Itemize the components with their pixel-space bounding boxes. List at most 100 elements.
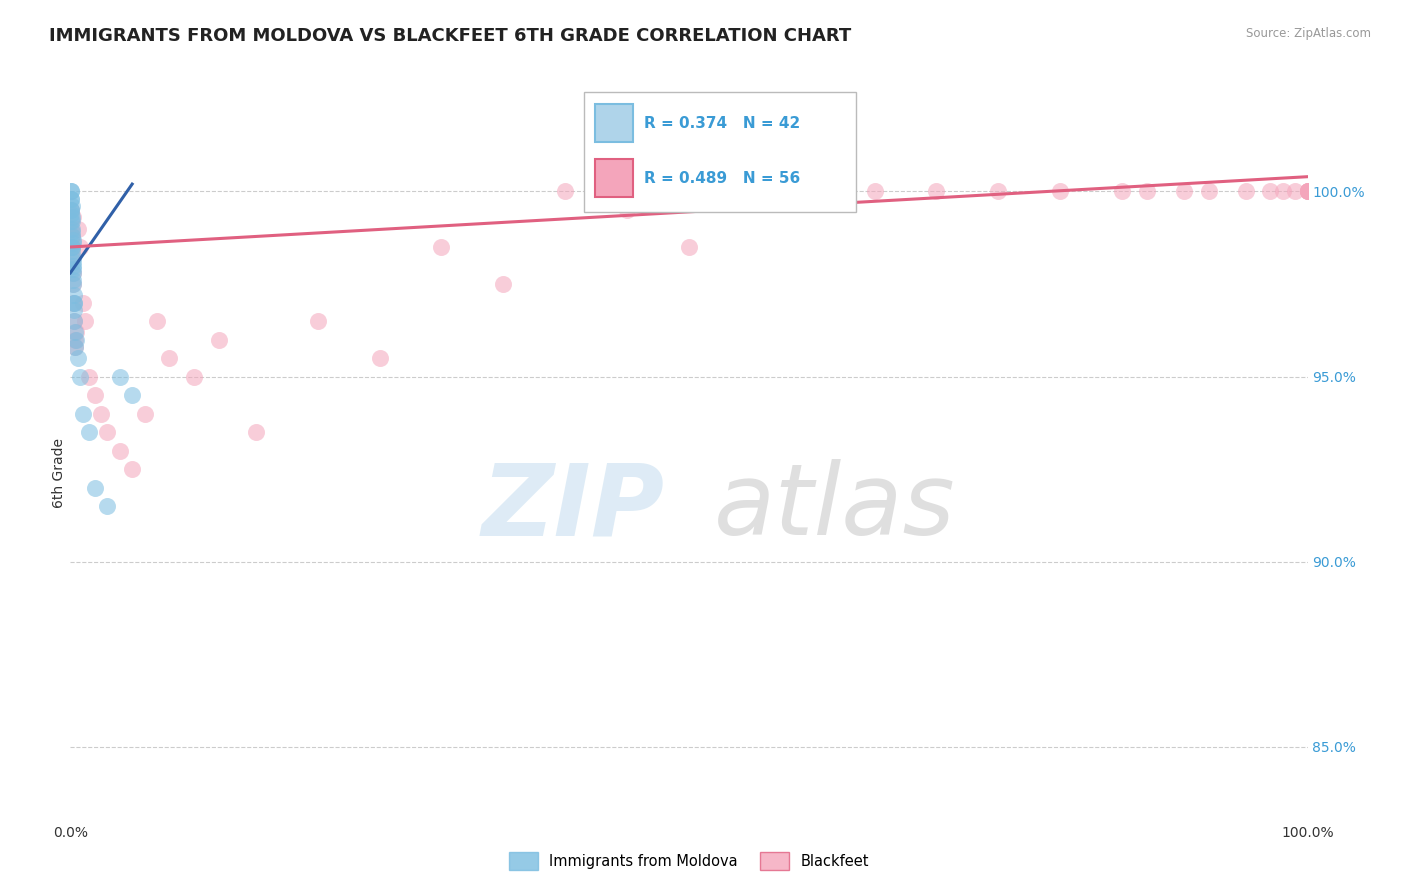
- Point: [62, 236, 84, 251]
- Point: [69, 240, 91, 254]
- Point: [84, 388, 107, 402]
- Point: [60, 251, 83, 265]
- Point: [62, 277, 84, 291]
- Point: [492, 277, 515, 291]
- Point: [59, 192, 82, 206]
- Point: [84, 481, 107, 495]
- Point: [60, 240, 83, 254]
- Point: [307, 314, 329, 328]
- Point: [72, 295, 94, 310]
- Point: [1296, 185, 1319, 199]
- Point: [60, 240, 83, 254]
- Point: [65, 333, 87, 347]
- Point: [69, 369, 91, 384]
- Point: [616, 202, 638, 217]
- Point: [863, 185, 886, 199]
- Point: [63, 314, 86, 328]
- Point: [121, 462, 143, 476]
- FancyBboxPatch shape: [595, 103, 633, 142]
- Text: Source: ZipAtlas.com: Source: ZipAtlas.com: [1246, 27, 1371, 40]
- Point: [62, 266, 84, 280]
- Point: [63, 325, 86, 339]
- Point: [63, 295, 86, 310]
- Point: [1296, 185, 1319, 199]
- Point: [66, 351, 89, 365]
- Point: [1296, 185, 1319, 199]
- Point: [108, 369, 131, 384]
- Point: [740, 185, 762, 199]
- Point: [75, 314, 97, 328]
- Point: [60, 240, 83, 254]
- Point: [77, 425, 100, 439]
- Point: [987, 185, 1010, 199]
- Point: [1296, 185, 1319, 199]
- Text: R = 0.374   N = 42: R = 0.374 N = 42: [644, 116, 800, 130]
- Point: [62, 211, 84, 225]
- Point: [60, 192, 83, 206]
- FancyBboxPatch shape: [583, 92, 856, 212]
- Point: [368, 351, 391, 365]
- Point: [60, 202, 83, 217]
- Point: [60, 211, 83, 225]
- Point: [62, 259, 84, 273]
- Point: [1260, 185, 1282, 199]
- Point: [60, 221, 83, 235]
- Point: [63, 314, 86, 328]
- Point: [96, 499, 118, 513]
- Point: [1136, 185, 1159, 199]
- Point: [1049, 185, 1071, 199]
- Text: R = 0.489   N = 56: R = 0.489 N = 56: [644, 170, 800, 186]
- Point: [62, 273, 84, 287]
- Point: [62, 233, 84, 247]
- Text: atlas: atlas: [714, 459, 955, 556]
- Point: [62, 295, 84, 310]
- Point: [59, 202, 82, 217]
- Point: [72, 407, 94, 421]
- Point: [1111, 185, 1133, 199]
- Point: [925, 185, 948, 199]
- Point: [678, 240, 700, 254]
- Point: [62, 262, 84, 277]
- Point: [65, 325, 87, 339]
- Point: [60, 214, 83, 228]
- Point: [59, 202, 82, 217]
- Point: [801, 185, 824, 199]
- Point: [1296, 185, 1319, 199]
- Point: [62, 288, 84, 302]
- Point: [63, 333, 86, 347]
- Point: [59, 185, 82, 199]
- Legend: Immigrants from Moldova, Blackfeet: Immigrants from Moldova, Blackfeet: [503, 847, 875, 876]
- Point: [62, 302, 84, 317]
- Point: [1284, 185, 1306, 199]
- Y-axis label: 6th Grade: 6th Grade: [52, 438, 66, 508]
- Point: [121, 388, 143, 402]
- Point: [65, 340, 87, 354]
- Point: [60, 221, 83, 235]
- Point: [66, 221, 89, 235]
- Point: [96, 425, 118, 439]
- Point: [1271, 185, 1294, 199]
- Point: [1296, 185, 1319, 199]
- Point: [60, 199, 83, 213]
- Point: [245, 425, 267, 439]
- Point: [146, 314, 169, 328]
- Point: [60, 228, 83, 243]
- Text: ZIP: ZIP: [481, 459, 664, 556]
- Point: [183, 369, 205, 384]
- Point: [208, 333, 231, 347]
- Point: [60, 244, 83, 258]
- Point: [62, 266, 84, 280]
- Point: [1234, 185, 1257, 199]
- Point: [554, 185, 576, 199]
- Point: [62, 277, 84, 291]
- Point: [59, 185, 82, 199]
- Point: [157, 351, 180, 365]
- Point: [62, 255, 84, 269]
- Point: [134, 407, 156, 421]
- Point: [430, 240, 453, 254]
- Point: [60, 207, 83, 221]
- Point: [60, 228, 83, 243]
- Point: [90, 407, 112, 421]
- Point: [60, 225, 83, 239]
- Point: [63, 295, 86, 310]
